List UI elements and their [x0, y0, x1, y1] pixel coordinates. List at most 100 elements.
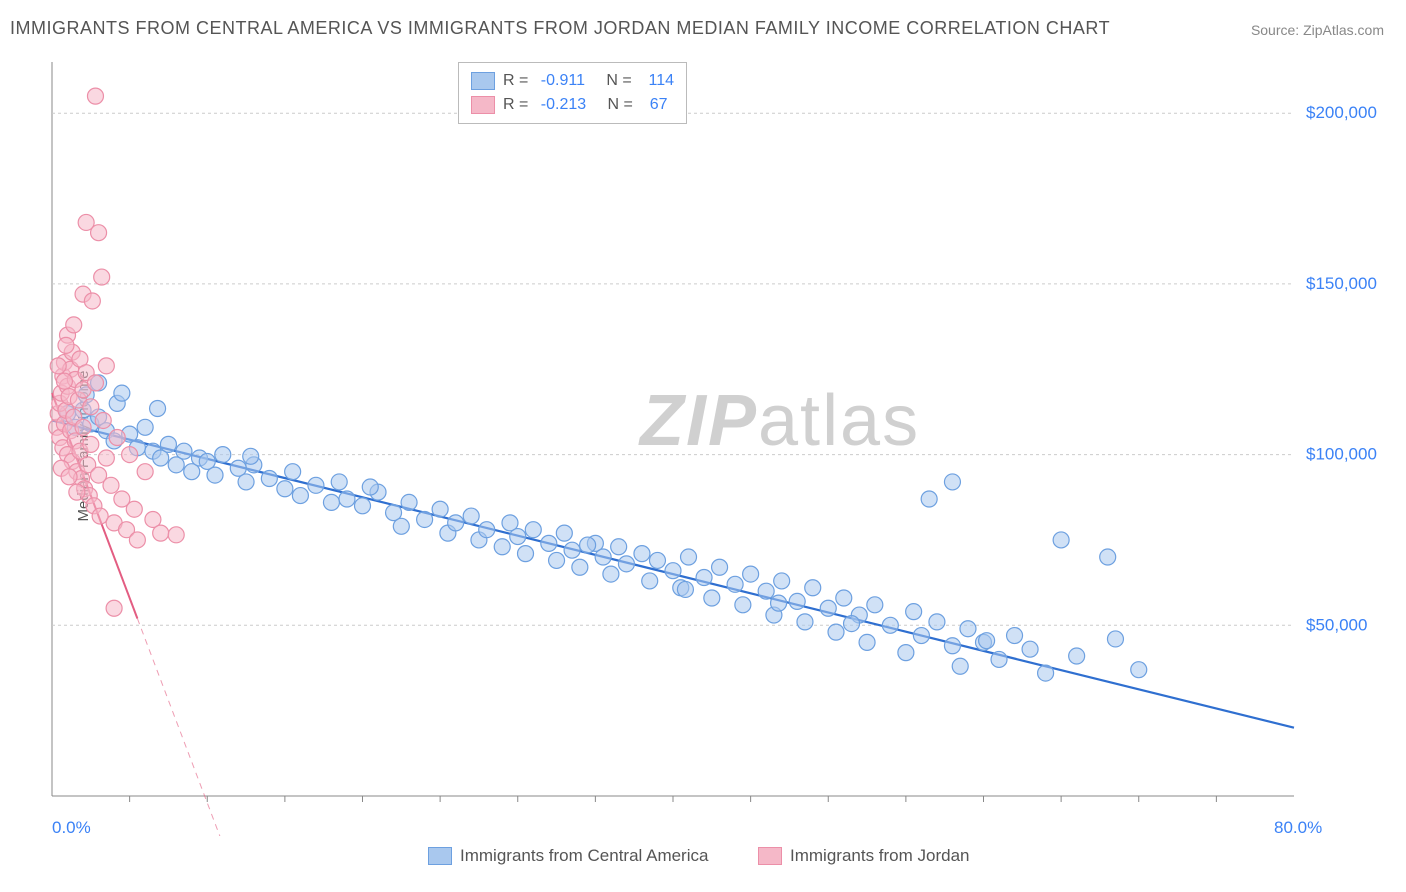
data-point	[867, 597, 883, 613]
data-point	[87, 375, 103, 391]
stats-row: R = -0.213 N = 67	[471, 93, 674, 117]
stat-r-value: -0.911	[541, 69, 585, 93]
data-point	[805, 580, 821, 596]
y-tick-label: $50,000	[1306, 615, 1367, 634]
data-point	[789, 593, 805, 609]
data-point	[417, 511, 433, 527]
data-point	[84, 293, 100, 309]
data-point	[944, 474, 960, 490]
data-point	[921, 491, 937, 507]
scatter-plot: $50,000$100,000$150,000$200,000	[46, 56, 1386, 836]
data-point	[61, 469, 77, 485]
stat-n-label: N =	[594, 93, 637, 117]
data-point	[634, 546, 650, 562]
data-point	[106, 600, 122, 616]
source-link[interactable]: ZipAtlas.com	[1303, 22, 1384, 38]
source-attribution: Source: ZipAtlas.com	[1251, 22, 1384, 38]
data-point	[681, 549, 697, 565]
data-point	[991, 651, 1007, 667]
stat-r-value: -0.213	[541, 93, 586, 117]
data-point	[611, 539, 627, 555]
data-point	[277, 481, 293, 497]
data-point	[168, 527, 184, 543]
data-point	[572, 559, 588, 575]
series-swatch	[471, 96, 495, 114]
data-point	[98, 450, 114, 466]
data-point	[448, 515, 464, 531]
data-point	[98, 358, 114, 374]
data-point	[261, 471, 277, 487]
data-point	[153, 525, 169, 541]
data-point	[401, 494, 417, 510]
data-point	[712, 559, 728, 575]
data-point	[518, 546, 534, 562]
data-point	[331, 474, 347, 490]
data-point	[1022, 641, 1038, 657]
data-point	[137, 464, 153, 480]
data-point	[727, 576, 743, 592]
data-point	[393, 518, 409, 534]
data-point	[355, 498, 371, 514]
data-point	[898, 645, 914, 661]
data-point	[677, 581, 693, 597]
data-point	[160, 436, 176, 452]
legend-swatch	[428, 847, 452, 865]
data-point	[176, 443, 192, 459]
data-point	[665, 563, 681, 579]
data-point	[944, 638, 960, 654]
data-point	[215, 447, 231, 463]
stat-n-value: 67	[645, 93, 667, 117]
data-point	[122, 447, 138, 463]
source-label: Source:	[1251, 22, 1303, 38]
data-point	[1038, 665, 1054, 681]
legend-label: Immigrants from Jordan	[790, 846, 970, 866]
data-point	[103, 477, 119, 493]
legend-swatch	[758, 847, 782, 865]
data-point	[704, 590, 720, 606]
y-tick-label: $150,000	[1306, 274, 1377, 293]
data-point	[906, 604, 922, 620]
stats-row: R = -0.911 N = 114	[471, 69, 674, 93]
chart-title: IMMIGRANTS FROM CENTRAL AMERICA VS IMMIG…	[10, 18, 1110, 39]
data-point	[463, 508, 479, 524]
data-point	[541, 535, 557, 551]
data-point	[66, 317, 82, 333]
data-point	[1007, 628, 1023, 644]
stat-r-label: R =	[503, 93, 533, 117]
data-point	[1053, 532, 1069, 548]
data-point	[618, 556, 634, 572]
data-point	[580, 537, 596, 553]
data-point	[91, 225, 107, 241]
data-point	[564, 542, 580, 558]
data-point	[510, 529, 526, 545]
data-point	[828, 624, 844, 640]
data-point	[771, 595, 787, 611]
legend-label: Immigrants from Central America	[460, 846, 708, 866]
data-point	[549, 552, 565, 568]
data-point	[207, 467, 223, 483]
legend-item: Immigrants from Central America	[428, 846, 708, 866]
data-point	[126, 501, 142, 517]
data-point	[362, 479, 378, 495]
data-point	[979, 633, 995, 649]
data-point	[913, 628, 929, 644]
correlation-stats-box: R = -0.911 N = 114R = -0.213 N = 67	[458, 62, 687, 124]
legend-item: Immigrants from Jordan	[758, 846, 970, 866]
data-point	[929, 614, 945, 630]
data-point	[525, 522, 541, 538]
data-point	[83, 436, 99, 452]
data-point	[952, 658, 968, 674]
data-point	[820, 600, 836, 616]
data-point	[1069, 648, 1085, 664]
data-point	[56, 373, 72, 389]
data-point	[479, 522, 495, 538]
data-point	[150, 401, 166, 417]
data-point	[323, 494, 339, 510]
data-point	[595, 549, 611, 565]
data-point	[882, 617, 898, 633]
data-point	[308, 477, 324, 493]
data-point	[649, 552, 665, 568]
data-point	[137, 419, 153, 435]
data-point	[69, 484, 85, 500]
data-point	[339, 491, 355, 507]
